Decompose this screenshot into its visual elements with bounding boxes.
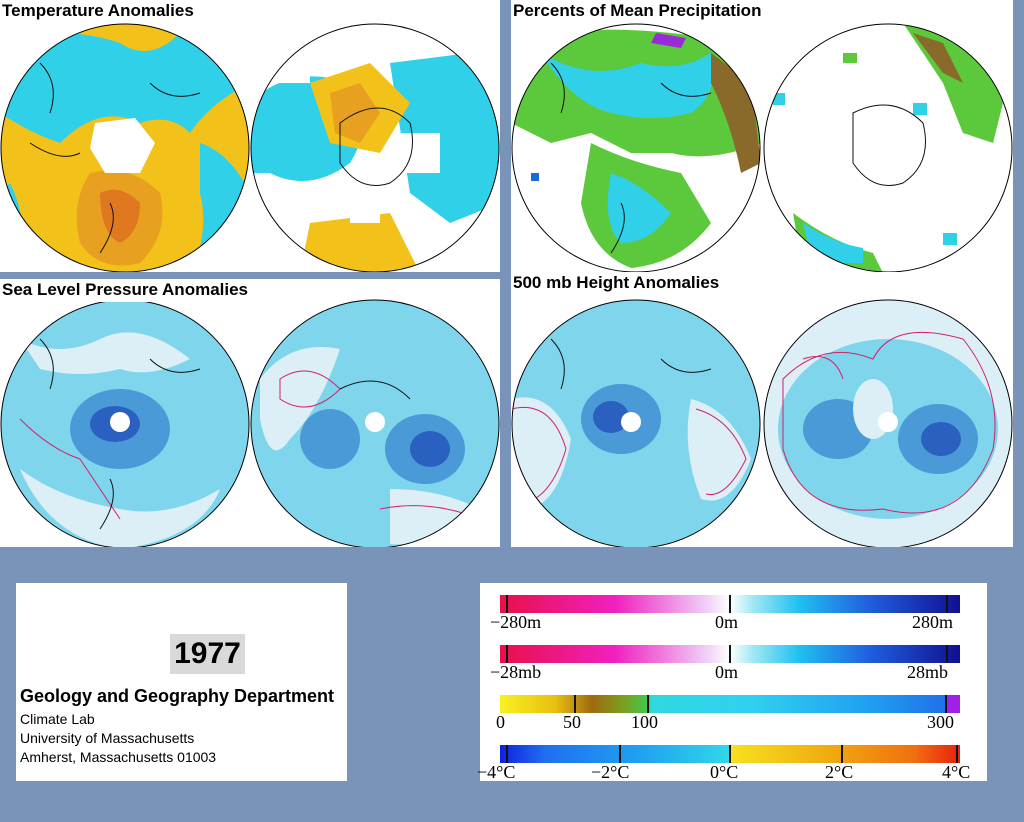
temp-0-label: 0°C <box>710 762 739 782</box>
university-label: University of Massachusetts <box>20 730 195 746</box>
pressure-mid-label: 0m <box>715 662 739 682</box>
temperature-panel: Temperature Anomalies <box>0 0 500 272</box>
temp-minus2-label: −2°C <box>591 762 630 782</box>
climate-lab-label: Climate Lab <box>20 711 95 727</box>
height500-panel-title: 500 mb Height Anomalies <box>511 272 724 295</box>
precip-50-label: 50 <box>563 712 581 732</box>
color-scale-legend: −280m 0m 280m −28mb 0m 28mb 0 50 100 300… <box>477 583 987 782</box>
precipitation-panel-title: Percents of Mean Precipitation <box>511 0 766 23</box>
height-mid-label: 0m <box>715 612 739 632</box>
pressure-min-label: −28mb <box>490 662 542 682</box>
pressure-max-label: 28mb <box>907 662 949 682</box>
info-box <box>16 583 347 781</box>
slp-south-hemisphere-map <box>250 299 500 547</box>
height500-north-hemisphere-map <box>511 299 761 547</box>
slp-panel: Sea Level Pressure Anomalies <box>0 279 500 547</box>
precip-100-label: 100 <box>631 712 658 732</box>
slp-panel-title: Sea Level Pressure Anomalies <box>0 279 253 302</box>
department-label: Geology and Geography Department <box>20 686 335 706</box>
year-label: 1977 <box>170 634 245 674</box>
precipitation-color-bar <box>500 695 960 713</box>
height500-panel: 500 mb Height Anomalies <box>511 272 1013 547</box>
temp-2-label: 2°C <box>825 762 854 782</box>
temperature-south-hemisphere-map <box>250 23 500 272</box>
height500-south-hemisphere-map <box>763 299 1013 547</box>
precip-300-label: 300 <box>927 712 954 732</box>
slp-north-hemisphere-map <box>0 299 250 547</box>
temp-minus4-label: −4°C <box>477 762 516 782</box>
precipitation-north-hemisphere-map <box>511 23 761 272</box>
address-label: Amherst, Massachusetts 01003 <box>20 749 217 765</box>
temperature-north-hemisphere-map <box>0 23 250 272</box>
precipitation-panel: Percents of Mean Precipitation <box>511 0 1013 272</box>
precipitation-south-hemisphere-map <box>763 23 1013 272</box>
temp-4-label: 4°C <box>942 762 971 782</box>
precip-0-label: 0 <box>496 712 505 732</box>
height-min-label: −280m <box>490 612 542 632</box>
height-max-label: 280m <box>912 612 954 632</box>
temperature-panel-title: Temperature Anomalies <box>0 0 198 23</box>
